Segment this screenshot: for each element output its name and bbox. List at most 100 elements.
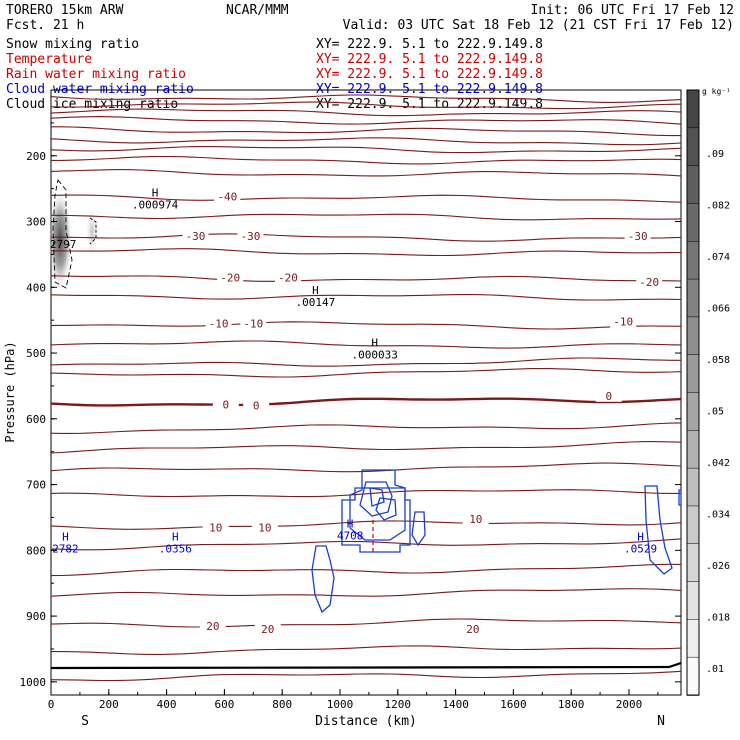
label-bg <box>217 270 244 284</box>
colorbar-cell <box>686 543 700 583</box>
label-bg <box>610 314 637 328</box>
isotherm-line <box>50 275 682 282</box>
colorbar-label: .018 <box>706 613 730 624</box>
x-tick-label: 1000 <box>327 698 354 711</box>
colorbar-unit: g kg⁻¹ <box>702 87 731 96</box>
cloud-water-contour <box>644 485 673 575</box>
field-xy-2: XY= 222.9. 5.1 to 222.9.149.8 <box>316 67 543 82</box>
colorbar-cell <box>686 278 700 318</box>
init-time: Init: 06 UTC Fri 17 Feb 12 <box>531 3 735 18</box>
colorbar-cell <box>686 165 700 205</box>
snow-contour-dashed <box>52 178 73 289</box>
x-tick-label: 800 <box>272 698 292 711</box>
isotherm-label: 0 <box>253 400 260 413</box>
isotherm-line <box>51 155 682 165</box>
extremum-value: 4708 <box>337 529 364 542</box>
label-bg <box>205 316 232 330</box>
isotherm-label: 0 <box>605 390 612 403</box>
y-tick-label: 900 <box>26 610 46 623</box>
label-bg <box>251 520 278 534</box>
isotherm-label: -10 <box>613 315 633 328</box>
isotherm-line <box>50 146 682 154</box>
colorbar-label: .026 <box>706 561 730 572</box>
label-bg <box>202 520 229 534</box>
label-bg <box>595 388 622 402</box>
y-tick-label: 1000 <box>20 676 47 689</box>
forecast-hour: Fcst. 21 h <box>6 18 84 33</box>
cloud-water-contour <box>359 481 393 517</box>
model-title: TORERO 15km ARW <box>6 3 124 18</box>
colorbar-cell <box>686 241 700 280</box>
isotherm-label: 0 <box>223 398 230 411</box>
isotherm-line <box>50 563 682 577</box>
isotherm-line <box>50 422 682 434</box>
label-bg <box>636 275 663 289</box>
isotherm-line <box>50 618 682 628</box>
y-tick-label: 200 <box>26 150 46 163</box>
south-label: S <box>81 714 89 729</box>
colorbar-cell <box>686 354 700 394</box>
extremum-value: 2797 <box>50 238 77 251</box>
colorbar-label: .042 <box>706 458 730 469</box>
isotherm-label: 10 <box>469 513 482 526</box>
isotherm-line <box>50 520 682 530</box>
label-bg <box>214 189 241 203</box>
isotherm-label: -10 <box>209 317 229 330</box>
x-axis-title: Distance (km) <box>315 714 417 729</box>
isotherm-label: 20 <box>206 620 219 633</box>
isotherm-line <box>50 116 682 125</box>
label-bg <box>624 228 651 242</box>
extremum-value: .0529 <box>624 542 657 555</box>
label-bg <box>199 618 226 632</box>
extremum-value: .0356 <box>159 542 192 555</box>
north-label: N <box>657 714 665 729</box>
label-bg <box>254 622 281 636</box>
isotherm-label: -20 <box>278 271 298 284</box>
isotherm-line <box>50 194 682 203</box>
colorbar-label: .01 <box>706 664 724 675</box>
colorbar-cell <box>686 127 700 167</box>
cloud-water-contour <box>375 497 397 521</box>
isotherm-label: -30 <box>628 230 648 243</box>
colorbar-cell <box>686 203 700 242</box>
label-bg <box>462 511 489 525</box>
isotherm-line <box>51 645 682 655</box>
temperature-isotherms <box>50 94 682 682</box>
colorbar-label: .058 <box>706 355 730 366</box>
x-tick-label: 0 <box>48 698 55 711</box>
colorbar-cell <box>686 619 700 658</box>
isotherm-line <box>50 357 681 367</box>
field-name-0: Snow mixing ratio <box>6 37 139 52</box>
isotherm-line <box>51 321 682 330</box>
y-tick-label: 600 <box>26 413 46 426</box>
cloud-water-contour <box>311 545 335 614</box>
isotherm-label: -10 <box>243 317 263 330</box>
colorbar-cell <box>686 392 700 432</box>
field-legend: Snow mixing ratio XY= 222.9. 5.1 to 222.9… <box>6 37 543 112</box>
y-axis-title: Pressure (hPa) <box>3 341 17 442</box>
contour-labels: -40 -30 -30 -30 -20 -20 -20 -10 -10 -10 0 0 0 10 10 10 2… <box>50 187 663 636</box>
isotherm-line <box>50 670 682 682</box>
cloud-water-contour <box>349 469 406 541</box>
extremum-value: .00147 <box>296 296 336 309</box>
colorbar-label: .05 <box>706 407 724 418</box>
valid-time: Valid: 03 UTC Sat 18 Feb 12 (21 CST Fri … <box>343 18 734 33</box>
colorbar-cell <box>686 430 700 469</box>
cloud-water-contour <box>411 511 426 547</box>
label-bg <box>212 397 239 411</box>
colorbar: .01 .018 .026 .034 .042 .05 .058 .066 .074 .082 .0… <box>686 87 731 696</box>
x-tick-label: 1800 <box>558 698 585 711</box>
colorbar-cell <box>686 581 700 621</box>
isotherm-line <box>50 248 681 257</box>
field-xy-1: XY= 222.9. 5.1 to 222.9.149.8 <box>316 52 543 67</box>
snow-contour-dashed <box>89 217 97 245</box>
x-tick-label: 600 <box>214 698 234 711</box>
label-bg <box>274 270 301 284</box>
field-name-2: Rain water mixing ratio <box>6 67 186 82</box>
isotherm-label: -40 <box>217 191 237 204</box>
extremum-value: .000974 <box>132 199 179 212</box>
isotherm-line <box>51 126 681 137</box>
isotherm-line <box>50 340 682 349</box>
isotherm-label: -20 <box>220 271 240 284</box>
